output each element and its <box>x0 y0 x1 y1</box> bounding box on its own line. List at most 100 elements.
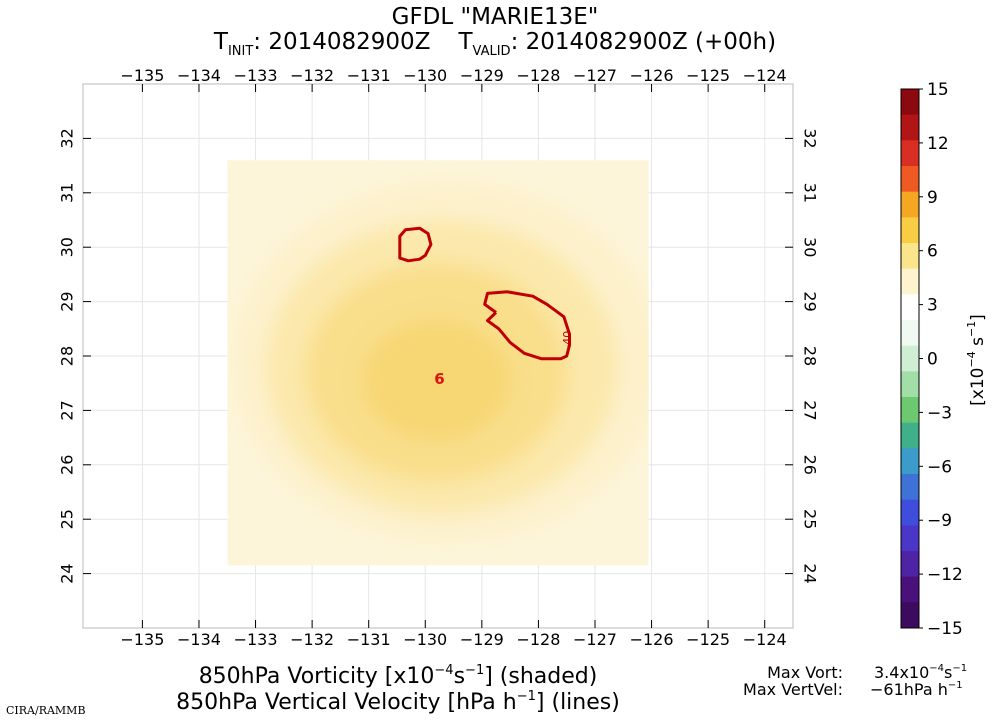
colorbar-unit-part: ] <box>968 314 988 321</box>
lat-tick-label-right: 29 <box>801 291 820 311</box>
colorbar-tick-label: 6 <box>927 242 938 262</box>
lat-tick-label-right: 31 <box>801 183 820 203</box>
colorbar-segment <box>901 243 919 270</box>
colorbar-tick-label: 3 <box>927 296 938 316</box>
lon-tick-label: −131 <box>347 630 391 649</box>
colorbar-segment <box>901 217 919 244</box>
colorbar-tick-label: 0 <box>927 350 938 370</box>
contour-label: -40 <box>561 331 574 349</box>
t-valid-label: T <box>457 29 473 55</box>
credit-text: CIRA/RAMMB <box>6 704 86 717</box>
colorbar-segment <box>901 294 919 321</box>
max-vort-number: 3.4x10 <box>874 663 929 682</box>
lon-tick-label: −130 <box>403 630 447 649</box>
contour-line-upper <box>398 226 433 263</box>
colorbar-segment <box>901 422 919 449</box>
lat-tick-label-left: 32 <box>58 128 77 148</box>
lat-tick-label-left: 28 <box>58 346 77 366</box>
colorbar-unit-part: −4 <box>965 351 978 367</box>
colorbar-unit-part: s <box>968 337 988 351</box>
lon-tick-label: −125 <box>686 66 730 85</box>
lat-tick-label-left: 27 <box>58 400 77 420</box>
max-vort-value: 3.4x10−4s−1 <box>874 663 967 682</box>
lat-tick-label-left: 24 <box>58 563 77 583</box>
chart-subtitle: TINIT: 2014082900Z TVALID: 2014082900Z (+… <box>213 29 776 59</box>
lon-tick-label: −132 <box>290 630 334 649</box>
axis-ticks: −135 −135 −134 −134 −133 −133 −132 −132 −131 −131… <box>58 66 820 649</box>
lat-tick-label-right: 25 <box>801 509 820 529</box>
footer-vv-end: ] (lines) <box>536 690 620 715</box>
lat-tick-label-right: 24 <box>801 563 820 583</box>
lon-tick-label: −128 <box>516 66 560 85</box>
lon-tick-label: −133 <box>234 630 278 649</box>
lat-tick-label-right: 26 <box>801 455 820 475</box>
t-init-value: : 2014082900Z <box>253 29 430 55</box>
lon-tick-label: −130 <box>403 66 447 85</box>
lat-tick-label-right: 27 <box>801 400 820 420</box>
lon-tick-label: −129 <box>460 66 504 85</box>
max-vv-value: −61hPa h−1 <box>870 680 963 699</box>
vorticity-domain <box>227 160 649 566</box>
lon-tick-label: −134 <box>177 630 221 649</box>
lat-tick-label-right: 28 <box>801 346 820 366</box>
map-plot: -40 6 <box>82 83 794 629</box>
lat-tick-label-left: 31 <box>58 183 77 203</box>
lat-tick-label-left: 30 <box>58 237 77 257</box>
lon-tick-label: −127 <box>573 66 617 85</box>
colorbar-tick-label: −12 <box>927 565 963 585</box>
lat-tick-label-left: 29 <box>58 291 77 311</box>
lon-tick-label: −129 <box>460 630 504 649</box>
max-vort-exp: −4 <box>929 663 944 674</box>
lon-tick-label: −126 <box>630 630 674 649</box>
footer-line-vertvel: 850hPa Vertical Velocity [hPa h−1] (line… <box>176 689 620 715</box>
lon-tick-label: −125 <box>686 630 730 649</box>
colorbar-segment <box>901 448 919 475</box>
footer-vort-exp2: −1 <box>465 663 484 678</box>
center-marker: 6 <box>434 370 444 388</box>
lon-tick-label: −124 <box>743 66 787 85</box>
colorbar-segment <box>901 166 919 193</box>
lon-tick-label: −135 <box>120 66 164 85</box>
lon-tick-label: −127 <box>573 630 617 649</box>
footer-vv-exp: −1 <box>517 689 536 704</box>
footer-line-vorticity: 850hPa Vorticity [x10−4s−1] (shaded) <box>199 663 598 689</box>
lon-tick-label: −131 <box>347 66 391 85</box>
colorbar-segment <box>901 89 919 116</box>
max-vort-exp2: −1 <box>952 663 967 674</box>
lon-tick-label: −132 <box>290 66 334 85</box>
colorbar-segment <box>901 474 919 501</box>
footer-vv-text: 850hPa Vertical Velocity [hPa h <box>176 690 517 715</box>
colorbar-segment <box>901 499 919 526</box>
max-vv-label: Max VertVel: <box>743 680 843 699</box>
lat-tick-label-right: 30 <box>801 237 820 257</box>
colorbar-segment <box>901 602 919 629</box>
vorticity-level <box>363 320 511 441</box>
lon-tick-label: −135 <box>120 630 164 649</box>
max-vv-exp: −1 <box>948 680 963 691</box>
max-vort-label: Max Vort: <box>767 663 843 682</box>
colorbar-segment <box>901 268 919 295</box>
lon-tick-label: −134 <box>177 66 221 85</box>
colorbar-segment <box>901 114 919 141</box>
lon-tick-label: −128 <box>516 630 560 649</box>
t-init-label: T <box>213 29 229 55</box>
t-valid-sub: VALID <box>473 44 511 59</box>
max-vort-unit: s <box>944 663 952 682</box>
colorbar-unit-label: [x10−4 s−1] <box>965 314 988 406</box>
colorbar-segment <box>901 371 919 398</box>
lat-tick-label-left: 26 <box>58 455 77 475</box>
colorbar-segment <box>901 576 919 603</box>
colorbar-segment <box>901 191 919 218</box>
colorbar-tick-label: 9 <box>927 188 938 208</box>
max-vv-number: −61hPa h <box>870 680 948 699</box>
colorbar-tick-label: 12 <box>927 134 949 154</box>
footer-vort-end: ] (shaded) <box>484 664 597 689</box>
colorbar-segment <box>901 345 919 372</box>
t-valid-value: : 2014082900Z (+00h) <box>511 29 777 55</box>
colorbar-tick-label: −15 <box>927 619 963 639</box>
colorbar-tick-label: −6 <box>927 457 952 477</box>
colorbar-segment <box>901 397 919 424</box>
lat-tick-label-left: 25 <box>58 509 77 529</box>
lon-tick-label: −133 <box>234 66 278 85</box>
